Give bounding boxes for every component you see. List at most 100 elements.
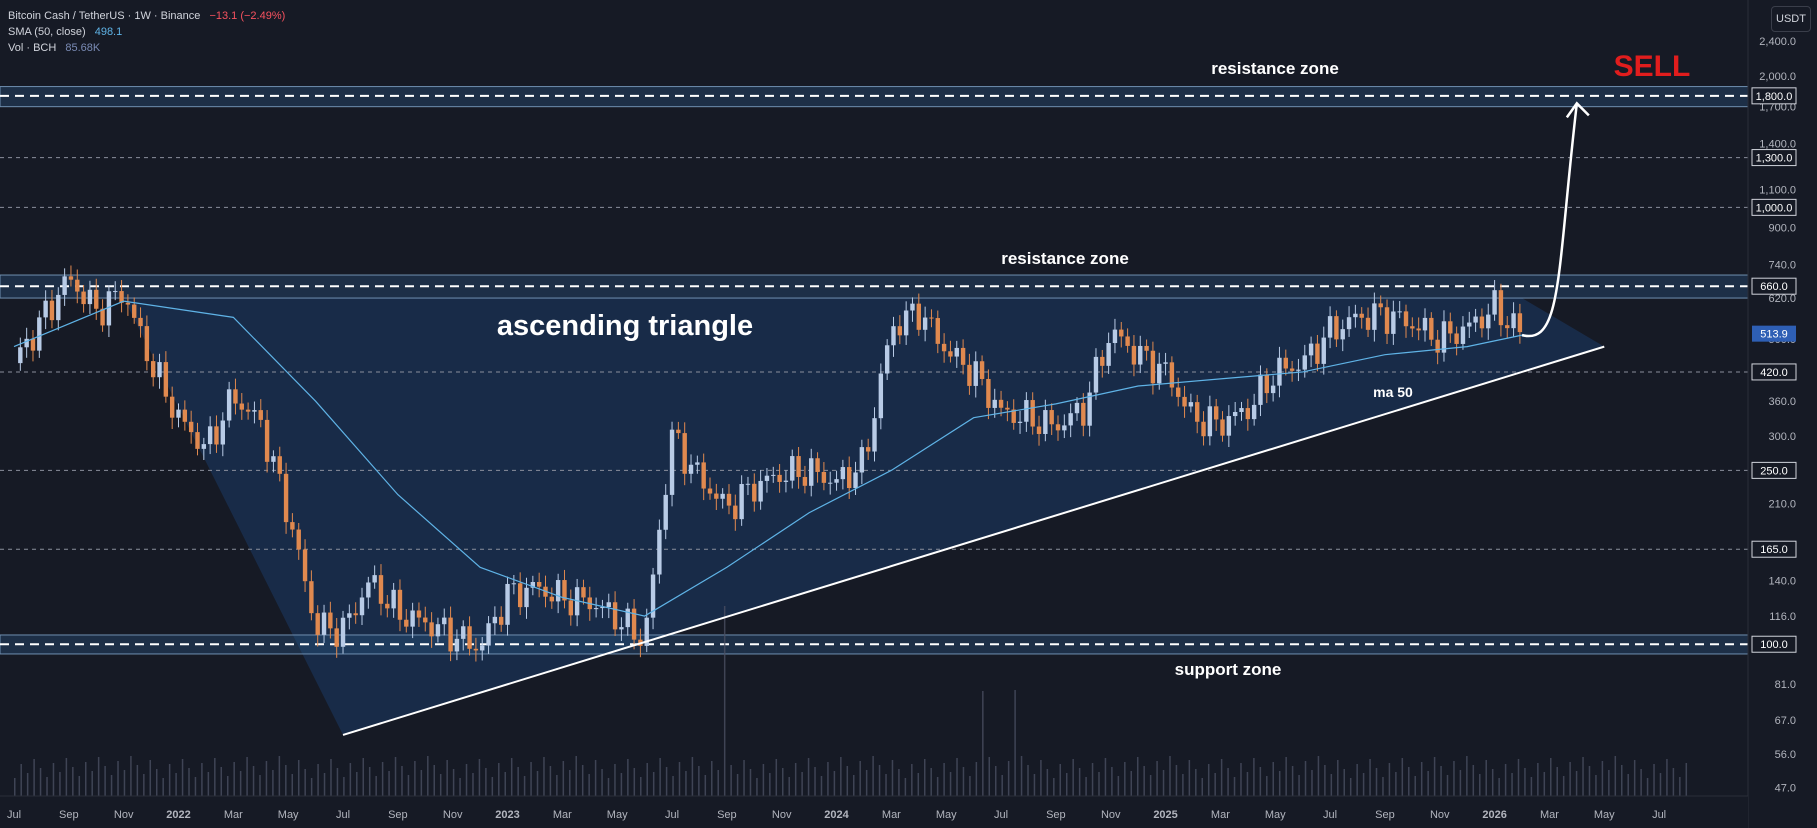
legend-symbol-row: Bitcoin Cash / TetherUS · 1W · Binance −… xyxy=(8,8,291,24)
volume-bar xyxy=(1524,768,1526,796)
candle-body xyxy=(948,351,953,357)
candle-body xyxy=(1182,396,1187,407)
volume-bar xyxy=(698,766,700,796)
volume-bar xyxy=(362,758,365,796)
volume-bar xyxy=(1098,772,1100,796)
candle-body xyxy=(1239,408,1244,413)
volume-bar xyxy=(1569,762,1571,796)
candle-body xyxy=(859,447,865,473)
candle-body xyxy=(18,347,23,364)
price-change: −13.1 (−2.49%) xyxy=(209,10,286,22)
price-label-box xyxy=(1751,198,1797,216)
sma-value: 498.1 xyxy=(94,26,123,38)
currency-button[interactable]: USDT xyxy=(1771,6,1811,32)
volume-bar xyxy=(730,765,732,796)
volume-bar xyxy=(885,774,887,796)
volume-bar xyxy=(614,764,616,796)
volume-bar xyxy=(1111,767,1113,796)
candle-body xyxy=(1435,339,1440,353)
volume-bar xyxy=(1362,773,1365,796)
candle-body xyxy=(809,458,814,486)
x-tick-label: Sep xyxy=(1046,809,1066,821)
volume-bar xyxy=(878,765,881,796)
candle-body xyxy=(884,345,890,374)
candle-body xyxy=(1176,387,1181,397)
volume-bar xyxy=(1640,769,1642,796)
volume-bar xyxy=(1543,772,1546,796)
volume-bar xyxy=(1395,772,1397,796)
volume-bar xyxy=(1188,760,1191,796)
volume-bar xyxy=(1408,767,1410,796)
candle-body xyxy=(1296,369,1301,371)
candle-body xyxy=(986,378,991,408)
volume-bar xyxy=(620,773,623,796)
candle-body xyxy=(442,617,447,625)
candle-body xyxy=(1486,314,1491,329)
sma-label[interactable]: SMA (50, close) xyxy=(8,26,86,38)
x-tick-label: Sep xyxy=(59,809,79,821)
volume-bar xyxy=(259,775,261,796)
volume-bar xyxy=(427,756,429,796)
candle-body xyxy=(1302,355,1307,370)
sma-50-line xyxy=(13,300,1523,617)
volume-bar xyxy=(130,756,132,796)
candle-body xyxy=(1195,402,1200,422)
candle-body xyxy=(182,409,188,422)
legend-volume-row: Vol · BCH 85.68K xyxy=(8,40,291,56)
candle-body xyxy=(1106,343,1111,366)
candle-body xyxy=(24,338,29,348)
price-label: 1,800.0 xyxy=(1756,91,1793,103)
price-label: 513.9 xyxy=(1760,329,1788,341)
candle-body xyxy=(302,549,308,582)
volume-bar xyxy=(1562,776,1565,796)
volume-bar xyxy=(969,776,971,796)
candle-body xyxy=(688,464,694,474)
volume-bar xyxy=(123,770,126,796)
volume-bar xyxy=(536,771,539,796)
volume-bar xyxy=(736,774,739,796)
annotation-signal: SELL xyxy=(1614,50,1691,83)
volume-bar xyxy=(1195,769,1197,796)
candle-body xyxy=(454,638,460,652)
candle-body xyxy=(87,289,93,305)
candle-body xyxy=(1441,321,1447,353)
volume-bar xyxy=(794,763,797,796)
volume-bar xyxy=(1685,763,1688,796)
candle-body xyxy=(695,462,700,465)
candle-body xyxy=(929,317,934,319)
candle-body xyxy=(1365,317,1371,330)
symbol-title[interactable]: Bitcoin Cash / TetherUS · 1W · Binance xyxy=(8,10,201,22)
candle-body xyxy=(524,587,529,608)
volume-bar xyxy=(865,770,868,796)
candle-body xyxy=(1207,406,1213,437)
candle-body xyxy=(1429,317,1434,340)
volume-bar xyxy=(285,765,287,796)
volume-bar xyxy=(1601,761,1604,796)
candle-body xyxy=(790,456,795,481)
volume-bar xyxy=(1498,778,1500,796)
volume-bar xyxy=(917,773,920,796)
volume-bar xyxy=(317,764,319,796)
volume-bar xyxy=(1375,768,1378,796)
candle-body xyxy=(777,474,782,482)
time-axis-panel xyxy=(0,796,1748,828)
volume-bar xyxy=(26,773,29,796)
candle-body xyxy=(391,589,396,609)
volume-bar xyxy=(1608,770,1610,796)
candle-body xyxy=(94,289,99,309)
candle-body xyxy=(1397,311,1402,313)
projection-arrowhead xyxy=(1565,101,1590,119)
candle-body xyxy=(783,480,789,482)
candle-body xyxy=(644,617,649,646)
volume-bar xyxy=(665,767,668,796)
volume-bar xyxy=(949,772,952,796)
candle-body xyxy=(745,483,751,485)
price-label-box xyxy=(1751,277,1797,295)
candle-body xyxy=(733,505,738,520)
volume-label[interactable]: Vol · BCH xyxy=(8,42,57,54)
volume-bar xyxy=(1078,768,1081,796)
candle-body xyxy=(517,583,523,608)
volume-bar xyxy=(1253,758,1255,796)
volume-bar xyxy=(1550,758,1552,796)
